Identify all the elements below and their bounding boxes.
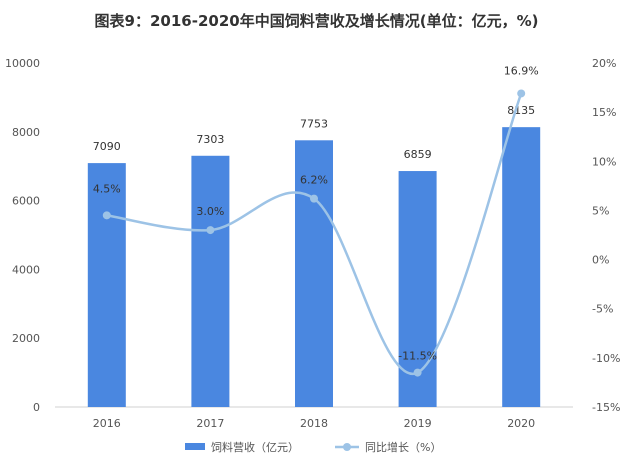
revenue-bar — [295, 140, 333, 407]
left-tick-label: 0 — [33, 401, 40, 414]
growth-point-label: -11.5% — [398, 350, 437, 363]
growth-point — [310, 194, 318, 203]
left-tick-label: 2000 — [12, 332, 40, 345]
legend-line-dot — [343, 443, 351, 451]
revenue-bar-label: 7303 — [196, 133, 224, 146]
x-tick-label: 2017 — [196, 417, 224, 430]
right-tick-label: -10% — [592, 352, 620, 365]
revenue-bar — [502, 127, 541, 407]
right-tick-label: 0% — [592, 254, 609, 267]
right-tick-label: -5% — [592, 303, 613, 316]
right-tick-label: 15% — [592, 106, 616, 119]
legend-bar-swatch — [185, 443, 205, 450]
legend-bar-label: 饲料营收（亿元） — [211, 440, 299, 454]
legend-line-label: 同比增长（%） — [365, 440, 441, 454]
revenue-bar-label: 7753 — [300, 117, 328, 130]
left-tick-label: 8000 — [12, 126, 40, 139]
x-tick-label: 2016 — [93, 417, 121, 430]
x-axis-ticks: 2016 2017 2018 2019 2020 — [93, 417, 535, 430]
left-tick-label: 10000 — [5, 57, 40, 70]
x-tick-label: 2018 — [300, 417, 328, 430]
revenue-bar-label: 8135 — [507, 104, 535, 117]
growth-point-label: 6.2% — [300, 174, 328, 187]
bar-series — [87, 127, 541, 407]
growth-point-label: 16.9% — [504, 64, 539, 77]
right-tick-label: 10% — [592, 155, 616, 168]
legend: 饲料营收（亿元） 同比增长（%） — [185, 440, 441, 454]
revenue-bar — [398, 171, 437, 407]
right-tick-label: 20% — [592, 57, 616, 70]
chart-title: 图表9：2016-2020年中国饲料营收及增长情况(单位：亿元，%) — [94, 12, 539, 30]
x-tick-label: 2019 — [404, 417, 432, 430]
growth-point-label: 4.5% — [93, 182, 121, 195]
revenue-bar-label: 6859 — [404, 148, 432, 161]
growth-data-labels: 4.5% 3.0% 6.2% -11.5% 16.9% — [93, 64, 539, 362]
left-tick-label: 6000 — [12, 195, 40, 208]
x-tick-label: 2020 — [507, 417, 535, 430]
growth-line — [106, 93, 523, 376]
growth-point-label: 3.0% — [196, 205, 224, 218]
left-axis-ticks: 0 2000 4000 6000 8000 10000 — [5, 57, 40, 414]
right-tick-label: -15% — [592, 401, 620, 414]
left-tick-label: 4000 — [12, 263, 40, 276]
revenue-bar — [191, 155, 230, 407]
revenue-bar — [87, 163, 126, 407]
right-tick-label: 5% — [592, 204, 609, 217]
growth-point — [206, 226, 215, 235]
right-axis-ticks: -15% -10% -5% 0% 5% 10% 15% 20% — [592, 57, 620, 414]
growth-points — [102, 89, 526, 377]
revenue-bar-label: 7090 — [93, 140, 121, 153]
growth-point — [517, 89, 526, 98]
growth-point — [102, 211, 111, 220]
growth-point — [413, 368, 422, 377]
